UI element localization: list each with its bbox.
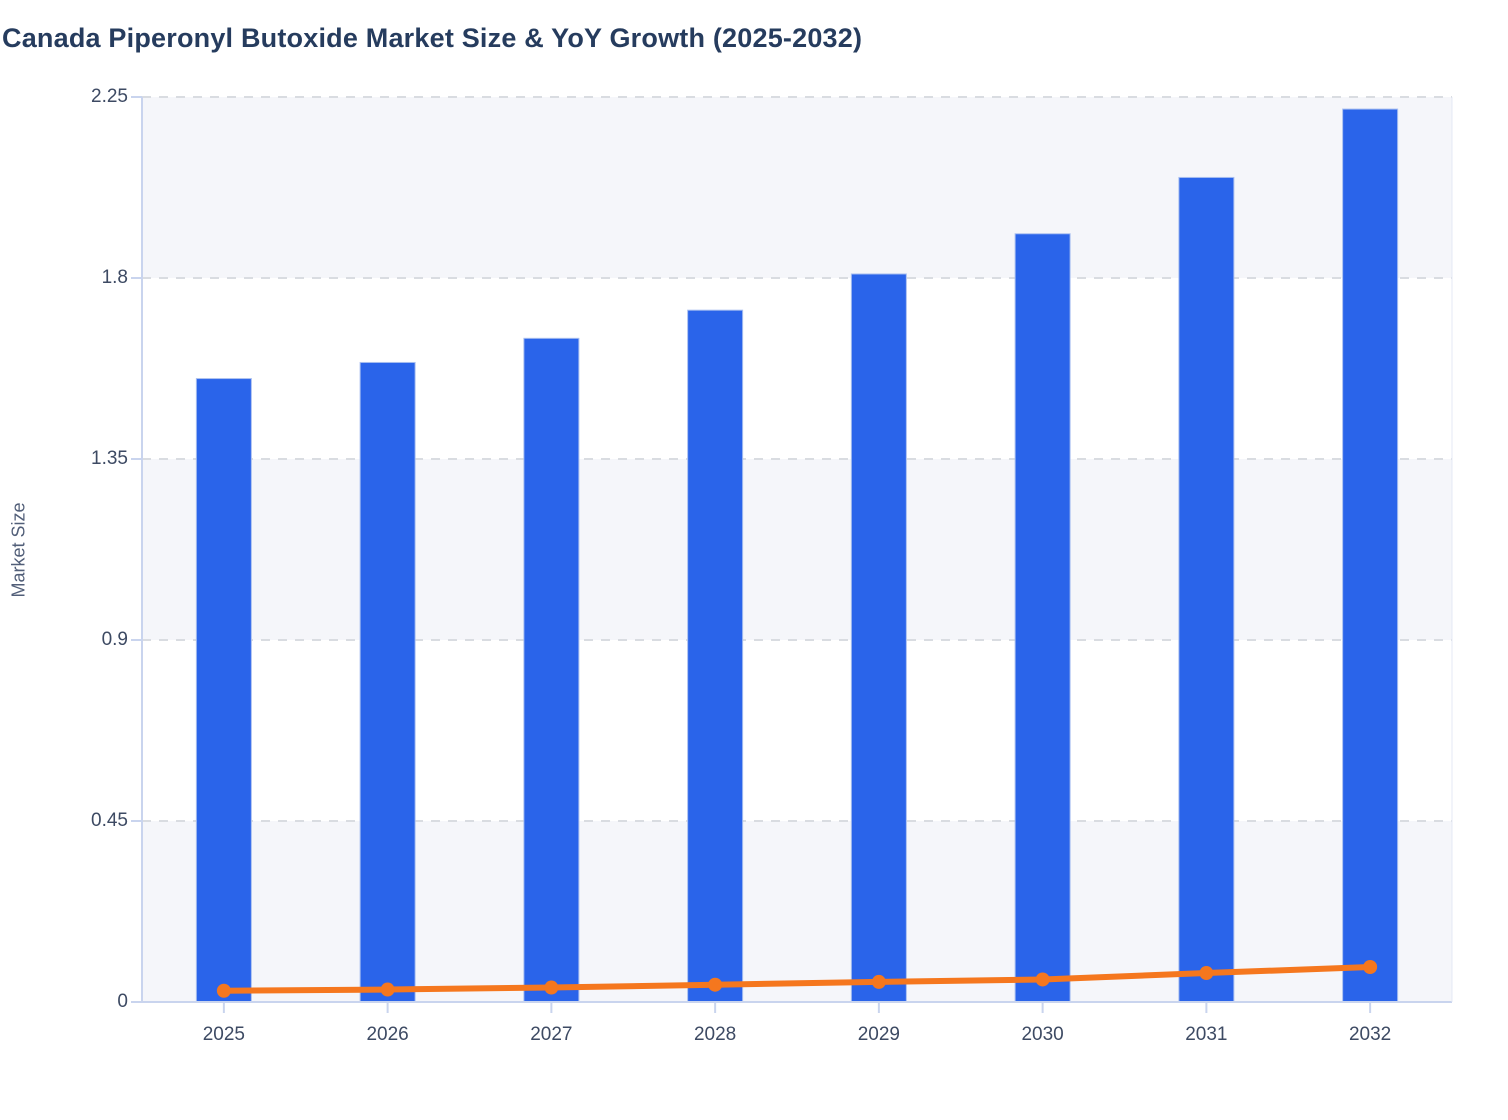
yoy-growth-line bbox=[220, 964, 1374, 994]
yoy-point-2027 bbox=[544, 980, 559, 995]
plot-band bbox=[142, 821, 1452, 1002]
x-tick-label-2025: 2025 bbox=[202, 1024, 246, 1045]
chart-title: Canada Piperonyl Butoxide Market Size & … bbox=[2, 23, 863, 54]
yoy-point-2025 bbox=[216, 983, 231, 998]
bar-2026 bbox=[359, 361, 416, 1003]
x-tick-label-2031: 2031 bbox=[1185, 1024, 1228, 1045]
y-tick-label-0: 0 bbox=[117, 991, 128, 1012]
y-tick-label-2.25: 2.25 bbox=[91, 86, 128, 107]
y-tick-label-1.35: 1.35 bbox=[91, 448, 128, 469]
y-tick-label-0.45: 0.45 bbox=[91, 810, 128, 831]
bar-2029 bbox=[850, 273, 907, 1003]
yoy-point-2030 bbox=[1035, 972, 1050, 987]
bar-2030 bbox=[1014, 233, 1071, 1003]
yoy-point-2032 bbox=[1363, 960, 1378, 975]
y-axis-title: Market Size bbox=[8, 502, 29, 598]
yoy-point-2028 bbox=[708, 977, 723, 992]
x-tick-label-2027: 2027 bbox=[530, 1024, 573, 1045]
bar-2027 bbox=[523, 337, 580, 1003]
y-tick-label-1.8: 1.8 bbox=[101, 267, 128, 288]
x-tick-label-2029: 2029 bbox=[857, 1024, 901, 1045]
yoy-point-2031 bbox=[1199, 966, 1214, 981]
x-tick-label-2032: 2032 bbox=[1348, 1024, 1392, 1045]
x-tick-label-2028: 2028 bbox=[693, 1024, 737, 1045]
x-tick-label-2026: 2026 bbox=[366, 1024, 409, 1045]
plot-band bbox=[142, 97, 1452, 278]
bar-2028 bbox=[687, 309, 744, 1003]
yoy-point-2026 bbox=[380, 982, 395, 997]
bar-2025 bbox=[195, 378, 252, 1003]
plot-band bbox=[142, 459, 1452, 640]
y-tick-label-0.9: 0.9 bbox=[101, 629, 128, 650]
yoy-point-2029 bbox=[871, 974, 886, 989]
bar-2031 bbox=[1178, 176, 1235, 1003]
x-tick-label-2030: 2030 bbox=[1021, 1024, 1064, 1045]
bar-2032 bbox=[1342, 108, 1399, 1003]
